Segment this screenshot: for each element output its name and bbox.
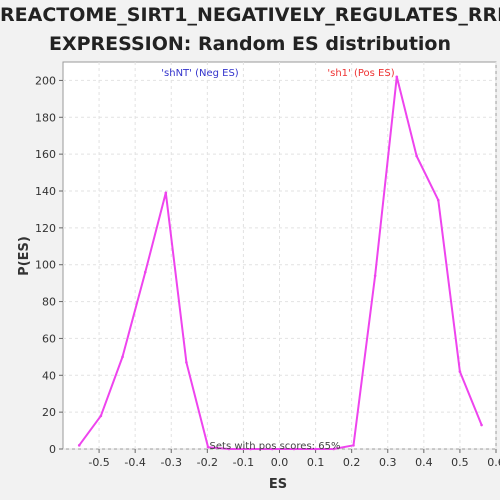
- x-tick-label: -0.2: [197, 456, 218, 469]
- x-tick-label: 0.5: [451, 456, 469, 469]
- pos-es-label: 'sh1' (Pos ES): [327, 68, 394, 79]
- series-line: [78, 75, 483, 450]
- y-tick-label: 180: [35, 111, 56, 124]
- chart-title-line-2: EXPRESSION: Random ES distribution: [48, 33, 452, 55]
- x-tick-label: 0.2: [343, 456, 361, 469]
- y-tick-label: 120: [35, 222, 56, 235]
- x-tick-label: 0.0: [271, 456, 289, 469]
- axis-ticks: 0 20 40 60 80 100 120 140 160 180 200 -0.5 -0.4 -0.3 -…: [35, 74, 500, 469]
- data-point: [249, 447, 252, 451]
- x-axis-label: ES: [269, 477, 287, 492]
- x-tick-label: 0.4: [415, 456, 433, 469]
- data-point: [77, 444, 81, 447]
- y-tick-label: 80: [42, 296, 56, 309]
- data-point: [121, 355, 124, 359]
- y-tick-label: 20: [42, 406, 56, 419]
- data-point: [227, 447, 231, 451]
- y-tick-label: 140: [35, 185, 56, 198]
- y-tick-label: 40: [42, 369, 56, 382]
- grid: [63, 62, 497, 450]
- x-tick-label: -0.3: [161, 456, 182, 469]
- data-point: [332, 447, 335, 451]
- data-point: [373, 274, 377, 278]
- x-tick-label: 0.6: [487, 456, 500, 469]
- y-tick-label: 200: [35, 74, 56, 87]
- data-point: [395, 75, 399, 79]
- chart-title-line-1: REACTOME_SIRT1_NEGATIVELY_REGULATES_RRNA…: [0, 4, 500, 26]
- x-tick-label: 0.3: [379, 456, 397, 469]
- x-tick-label: -0.5: [88, 456, 109, 469]
- data-point: [436, 198, 440, 202]
- footer-annotation: Sets with pos scores: 65%: [210, 441, 341, 452]
- y-axis-label: P(ES): [17, 236, 32, 276]
- data-point: [270, 447, 274, 451]
- series-group: [77, 75, 483, 451]
- x-tick-label: -0.1: [233, 456, 254, 469]
- data-point: [185, 361, 188, 364]
- y-tick-label: 0: [49, 443, 56, 456]
- y-tick-label: 160: [35, 148, 56, 161]
- x-tick-label: -0.4: [124, 456, 145, 469]
- chart-title: REACTOME_SIRT1_NEGATIVELY_REGULATES_RRNA…: [0, 0, 500, 59]
- neg-es-label: 'shNT' (Neg ES): [161, 68, 239, 79]
- data-point: [292, 447, 296, 451]
- data-point: [415, 154, 418, 158]
- x-tick-label: 0.1: [307, 456, 325, 469]
- y-tick-label: 60: [42, 332, 56, 345]
- data-point: [458, 370, 462, 373]
- data-point: [314, 447, 317, 451]
- data-point: [143, 270, 147, 274]
- data-point: [206, 445, 210, 449]
- data-point: [352, 444, 355, 447]
- data-point: [164, 191, 168, 195]
- y-tick-label: 100: [35, 259, 56, 272]
- data-point: [99, 414, 103, 418]
- data-point: [480, 423, 483, 427]
